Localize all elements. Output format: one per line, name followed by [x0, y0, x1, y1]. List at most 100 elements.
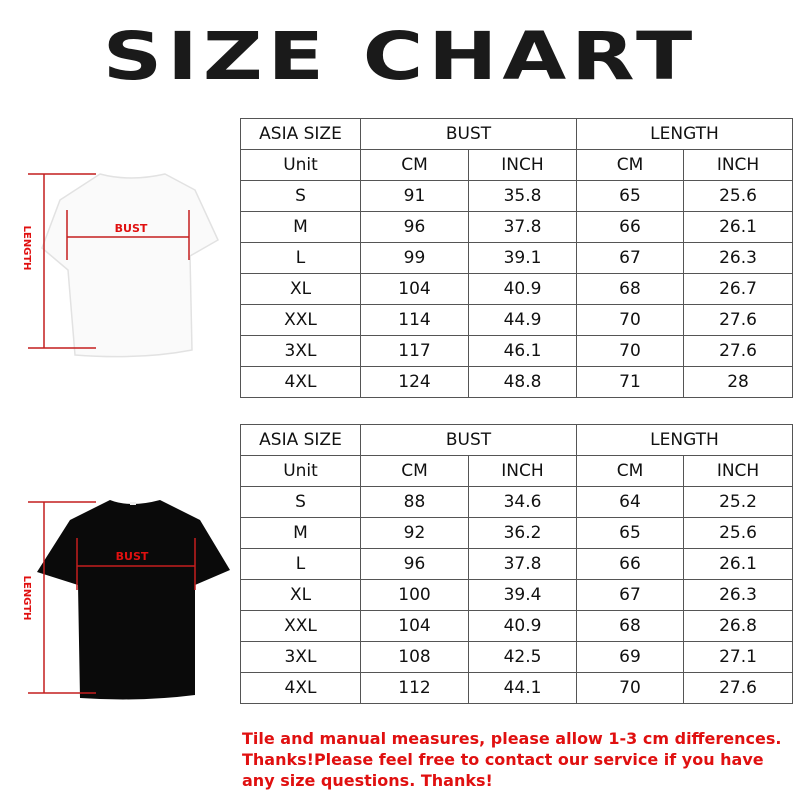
value-cell: 27.6: [682, 672, 794, 704]
value-cell: 48.8: [468, 366, 577, 398]
value-cell: 100: [360, 579, 469, 611]
value-cell: 39.1: [468, 242, 577, 274]
header-length: LENGTH: [575, 118, 794, 150]
value-cell: 25.6: [682, 517, 794, 549]
value-cell: 67: [576, 242, 684, 274]
bust-label: BUST: [115, 222, 148, 235]
size-cell: XL: [240, 579, 361, 611]
size-cell: 3XL: [240, 641, 361, 673]
page-title: SIZE CHART: [102, 18, 698, 95]
value-cell: 28: [682, 366, 794, 398]
table-row: S 88 34.6 64 25.2: [240, 486, 794, 518]
header-bust: BUST: [360, 118, 577, 150]
size-cell: M: [240, 517, 361, 549]
value-cell: 27.1: [682, 641, 794, 673]
table-row: XL 100 39.4 67 26.3: [240, 579, 794, 611]
value-cell: 104: [360, 610, 469, 642]
unit-cell: Unit: [240, 455, 361, 487]
value-cell: 65: [576, 517, 684, 549]
value-cell: 26.3: [682, 242, 794, 274]
value-cell: 68: [576, 273, 684, 305]
value-cell: 44.1: [468, 672, 577, 704]
unit-cell: INCH: [468, 455, 577, 487]
value-cell: 96: [360, 548, 469, 580]
size-cell: M: [240, 211, 361, 243]
value-cell: 26.1: [682, 548, 794, 580]
value-cell: 27.6: [682, 304, 794, 336]
value-cell: 26.7: [682, 273, 794, 305]
value-cell: 66: [576, 211, 684, 243]
value-cell: 92: [360, 517, 469, 549]
value-cell: 68: [576, 610, 684, 642]
value-cell: 69: [576, 641, 684, 673]
size-cell: L: [240, 242, 361, 274]
value-cell: 37.8: [468, 548, 577, 580]
value-cell: 70: [576, 672, 684, 704]
value-cell: 104: [360, 273, 469, 305]
value-cell: 35.8: [468, 180, 577, 212]
table-row: 4XL 124 48.8 71 28: [240, 366, 794, 398]
value-cell: 34.6: [468, 486, 577, 518]
unit-cell: CM: [360, 149, 469, 181]
table-row: XXL 114 44.9 70 27.6: [240, 304, 794, 336]
size-cell: XL: [240, 273, 361, 305]
table-row: 4XL 112 44.1 70 27.6: [240, 672, 794, 704]
value-cell: 26.3: [682, 579, 794, 611]
value-cell: 37.8: [468, 211, 577, 243]
unit-cell: CM: [360, 455, 469, 487]
unit-cell: CM: [576, 455, 684, 487]
value-cell: 40.9: [468, 610, 577, 642]
value-cell: 124: [360, 366, 469, 398]
length-label: LENGTH: [21, 226, 32, 271]
units-row: Unit CM INCH CM INCH: [240, 149, 794, 181]
value-cell: 114: [360, 304, 469, 336]
unit-cell: INCH: [682, 149, 794, 181]
table-header-row: ASIA SIZE BUST LENGTH: [240, 424, 794, 456]
value-cell: 70: [576, 304, 684, 336]
value-cell: 91: [360, 180, 469, 212]
table-row: L 99 39.1 67 26.3: [240, 242, 794, 274]
table-row: 3XL 108 42.5 69 27.1: [240, 641, 794, 673]
table-row: M 96 37.8 66 26.1: [240, 211, 794, 243]
unit-cell: CM: [576, 149, 684, 181]
disclaimer-note: Tile and manual measures, please allow 1…: [242, 729, 782, 790]
table-row: XL 104 40.9 68 26.7: [240, 273, 794, 305]
value-cell: 88: [360, 486, 469, 518]
units-row: Unit CM INCH CM INCH: [240, 455, 794, 487]
value-cell: 99: [360, 242, 469, 274]
header-length: LENGTH: [575, 424, 794, 456]
size-cell: L: [240, 548, 361, 580]
table-row: XXL 104 40.9 68 26.8: [240, 610, 794, 642]
value-cell: 96: [360, 211, 469, 243]
size-table-white: ASIA SIZE BUST LENGTH Unit CM INCH CM INCH S…: [240, 118, 794, 398]
value-cell: 70: [576, 335, 684, 367]
table-header-row: ASIA SIZE BUST LENGTH: [240, 118, 794, 150]
value-cell: 64: [576, 486, 684, 518]
unit-cell: INCH: [682, 455, 794, 487]
size-table-black: ASIA SIZE BUST LENGTH Unit CM INCH CM INCH S…: [240, 424, 794, 704]
header-asia-size: ASIA SIZE: [240, 118, 361, 150]
value-cell: 25.6: [682, 180, 794, 212]
header-bust: BUST: [360, 424, 577, 456]
value-cell: 26.1: [682, 211, 794, 243]
size-cell: 4XL: [240, 672, 361, 704]
value-cell: 112: [360, 672, 469, 704]
size-cell: S: [240, 486, 361, 518]
value-cell: 39.4: [468, 579, 577, 611]
black-tshirt-image: [37, 500, 230, 700]
value-cell: 40.9: [468, 273, 577, 305]
header-asia-size: ASIA SIZE: [240, 424, 361, 456]
value-cell: 26.8: [682, 610, 794, 642]
white-tshirt-image: [41, 173, 219, 358]
white-tshirt-diagram: BUST LENGTH: [21, 173, 219, 358]
table-row: M 92 36.2 65 25.6: [240, 517, 794, 549]
value-cell: 46.1: [468, 335, 577, 367]
value-cell: 36.2: [468, 517, 577, 549]
size-cell: XXL: [240, 610, 361, 642]
size-cell: 4XL: [240, 366, 361, 398]
size-cell: 3XL: [240, 335, 361, 367]
value-cell: 44.9: [468, 304, 577, 336]
bust-label: BUST: [116, 550, 149, 563]
unit-cell: Unit: [240, 149, 361, 181]
unit-cell: INCH: [468, 149, 577, 181]
